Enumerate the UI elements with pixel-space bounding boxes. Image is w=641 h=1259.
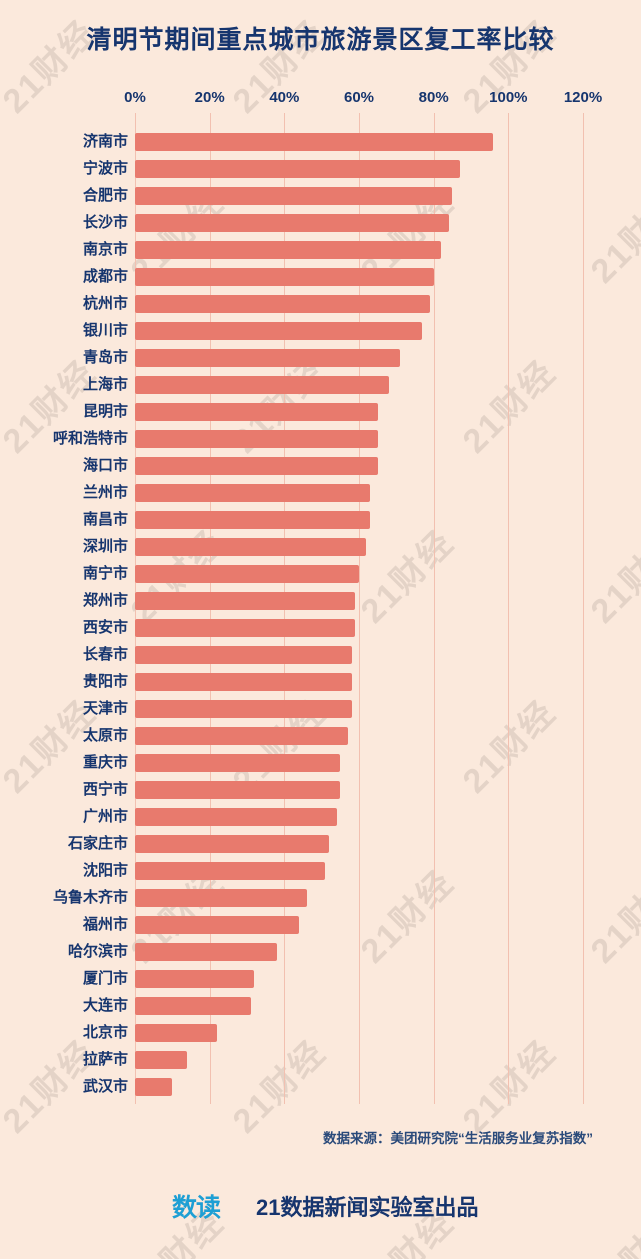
category-label: 成都市 bbox=[82, 268, 128, 285]
category-label: 南宁市 bbox=[82, 565, 128, 582]
category-label: 西宁市 bbox=[82, 781, 128, 798]
page-title: 清明节期间重点城市旅游景区复工率比较 bbox=[86, 26, 555, 54]
category-label: 贵阳市 bbox=[82, 673, 128, 690]
category-label: 海口市 bbox=[82, 457, 128, 474]
category-label: 拉萨市 bbox=[82, 1051, 128, 1068]
category-label: 石家庄市 bbox=[67, 835, 128, 852]
category-label: 济南市 bbox=[82, 133, 128, 150]
bar bbox=[135, 672, 352, 691]
bar bbox=[135, 294, 430, 313]
bar bbox=[135, 537, 367, 556]
category-label: 杭州市 bbox=[82, 295, 128, 312]
category-label: 乌鲁木齐市 bbox=[52, 889, 128, 906]
bar bbox=[135, 942, 277, 961]
bar bbox=[135, 753, 341, 772]
footer: 数读 21数据新闻实验室出品 bbox=[0, 1178, 641, 1238]
x-tick-label: 40% bbox=[269, 89, 300, 106]
bar bbox=[135, 969, 255, 988]
bar bbox=[135, 807, 337, 826]
gridline bbox=[508, 113, 510, 1104]
bar bbox=[135, 591, 356, 610]
x-tick-label: 20% bbox=[194, 89, 225, 106]
bar bbox=[135, 726, 348, 745]
bar bbox=[135, 321, 423, 340]
bar bbox=[135, 618, 356, 637]
category-label: 昆明市 bbox=[82, 403, 128, 420]
gridline bbox=[433, 113, 435, 1104]
category-label: 长沙市 bbox=[82, 214, 128, 231]
category-label: 大连市 bbox=[82, 997, 128, 1014]
x-tick-label: 60% bbox=[343, 89, 375, 106]
category-label: 呼和浩特市 bbox=[52, 430, 128, 447]
bar bbox=[135, 429, 378, 448]
bar bbox=[135, 888, 307, 907]
bar bbox=[135, 375, 389, 394]
bar bbox=[135, 834, 330, 853]
bar bbox=[135, 564, 359, 583]
category-label: 广州市 bbox=[82, 808, 128, 825]
bar bbox=[135, 645, 352, 664]
category-label: 南昌市 bbox=[82, 511, 128, 528]
brand-logo: 数读 bbox=[170, 1184, 222, 1228]
bar bbox=[135, 402, 378, 421]
category-label: 福州市 bbox=[82, 916, 128, 933]
category-label: 南京市 bbox=[82, 241, 128, 258]
bar bbox=[135, 456, 378, 475]
footer-credit: 21数据新闻实验室出品 bbox=[256, 1195, 479, 1220]
category-label: 西安市 bbox=[82, 619, 128, 636]
bar bbox=[135, 240, 442, 259]
brand-logo-text: 数读 bbox=[171, 1194, 221, 1222]
category-label: 太原市 bbox=[82, 727, 128, 744]
category-label: 长春市 bbox=[82, 646, 128, 663]
bar bbox=[135, 1050, 188, 1069]
bar bbox=[135, 699, 352, 718]
bar bbox=[135, 1023, 218, 1042]
data-source-note: 数据来源：美团研究院“生活服务业复苏指数” bbox=[323, 1131, 593, 1146]
category-label: 深圳市 bbox=[82, 538, 128, 555]
x-tick-label: 0% bbox=[124, 89, 146, 106]
gridline bbox=[583, 113, 584, 1104]
bar bbox=[135, 213, 449, 232]
bar bbox=[135, 861, 326, 880]
category-label: 武汉市 bbox=[82, 1078, 128, 1095]
category-label: 沈阳市 bbox=[82, 862, 128, 879]
bar bbox=[135, 132, 494, 151]
category-label: 哈尔滨市 bbox=[67, 943, 128, 960]
category-label: 合肥市 bbox=[82, 187, 128, 204]
category-label: 北京市 bbox=[82, 1024, 128, 1041]
category-label: 银川市 bbox=[82, 322, 128, 339]
bar bbox=[135, 348, 401, 367]
x-tick-label: 120% bbox=[563, 89, 603, 106]
gridline bbox=[359, 113, 360, 1104]
bar bbox=[135, 267, 434, 286]
bar bbox=[135, 510, 371, 529]
category-label: 上海市 bbox=[82, 376, 128, 393]
x-tick-label: 100% bbox=[489, 89, 528, 106]
category-label: 厦门市 bbox=[82, 970, 128, 987]
bar bbox=[135, 996, 251, 1015]
bar bbox=[135, 915, 300, 934]
category-label: 郑州市 bbox=[82, 592, 128, 609]
category-label: 兰州市 bbox=[82, 484, 128, 501]
category-label: 重庆市 bbox=[82, 754, 128, 771]
bar bbox=[135, 483, 371, 502]
category-label: 青岛市 bbox=[82, 349, 128, 366]
category-label: 天津市 bbox=[82, 700, 128, 717]
category-label: 宁波市 bbox=[82, 160, 128, 177]
bar bbox=[135, 159, 460, 178]
bar bbox=[135, 780, 341, 799]
x-tick-label: 80% bbox=[418, 89, 449, 106]
bar bbox=[135, 1077, 173, 1096]
bar bbox=[135, 186, 453, 205]
